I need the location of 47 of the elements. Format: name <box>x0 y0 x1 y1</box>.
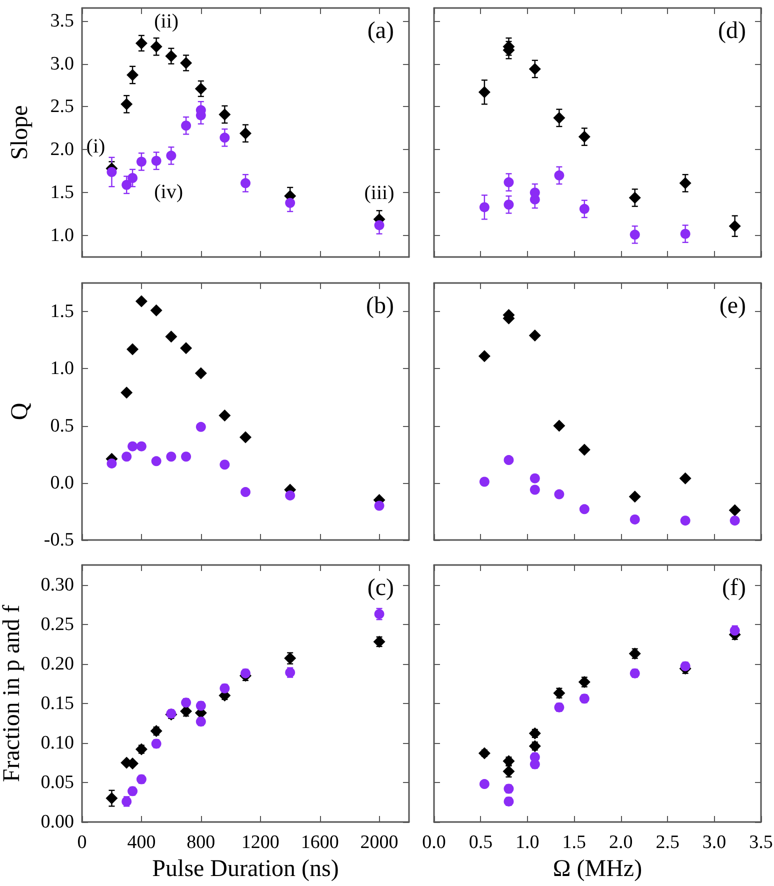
y-tick-label: 0.30 <box>40 574 74 596</box>
x-tick-label: 2.5 <box>656 832 680 853</box>
y-tick-label: 0.05 <box>40 772 74 793</box>
annotation: (i) <box>86 136 106 158</box>
y-tick-label: 1.0 <box>50 358 74 380</box>
chart-title: (c) <box>367 575 394 601</box>
x-axis-title: Pulse Duration (ns) <box>152 856 339 882</box>
x-tick-label: 400 <box>127 832 156 853</box>
y-tick-label: 1.5 <box>50 301 74 322</box>
x-tick-label: 0.5 <box>468 832 493 853</box>
y-tick-label: 2.0 <box>50 139 74 160</box>
chart-title: (d) <box>718 18 746 44</box>
y-tick-label: 1.5 <box>50 182 74 204</box>
y-tick-label: 0.5 <box>50 415 74 436</box>
x-tick-label: 0.0 <box>422 832 446 853</box>
x-tick-label: 1200 <box>241 832 280 853</box>
y-tick-label: 2.5 <box>50 96 74 118</box>
annotation: (iii) <box>364 182 394 204</box>
y-tick-label: 0.15 <box>40 692 74 714</box>
x-tick-label: 1.0 <box>516 832 540 853</box>
y-tick-label: 0.0 <box>50 472 74 494</box>
y-tick-label: 0.00 <box>40 812 74 832</box>
x-tick-label: 1.5 <box>562 832 586 853</box>
x-tick-label: 2000 <box>360 832 398 853</box>
x-axis-title: Ω (MHz) <box>552 856 642 882</box>
chart-title: (f) <box>722 575 746 601</box>
y-axis-title: Q <box>7 402 33 420</box>
y-tick-label: 1.0 <box>50 225 74 246</box>
x-tick-label: 2.0 <box>608 832 633 853</box>
y-tick-label: 0.10 <box>40 732 74 754</box>
chart-title: (e) <box>719 293 746 319</box>
y-tick-label: 3.5 <box>50 10 74 32</box>
y-tick-label: 0.20 <box>40 653 74 674</box>
chart-title: (a) <box>367 18 394 44</box>
x-tick-label: 3.0 <box>702 832 726 853</box>
y-axis-title: Slope <box>7 105 33 160</box>
x-tick-label: 0 <box>77 832 87 853</box>
y-tick-label: 0.25 <box>40 614 74 635</box>
y-tick-label: 3.0 <box>50 53 74 74</box>
y-tick-label: -0.5 <box>44 530 74 550</box>
chart-title: (b) <box>366 293 394 319</box>
y-axis-title: Fraction in p and f <box>0 604 25 782</box>
x-tick-label: 800 <box>186 832 216 853</box>
x-tick-label: 1600 <box>300 832 339 853</box>
annotation: (iv) <box>154 181 183 204</box>
x-tick-label: 3.5 <box>749 832 773 853</box>
annotation: (ii) <box>154 10 179 33</box>
